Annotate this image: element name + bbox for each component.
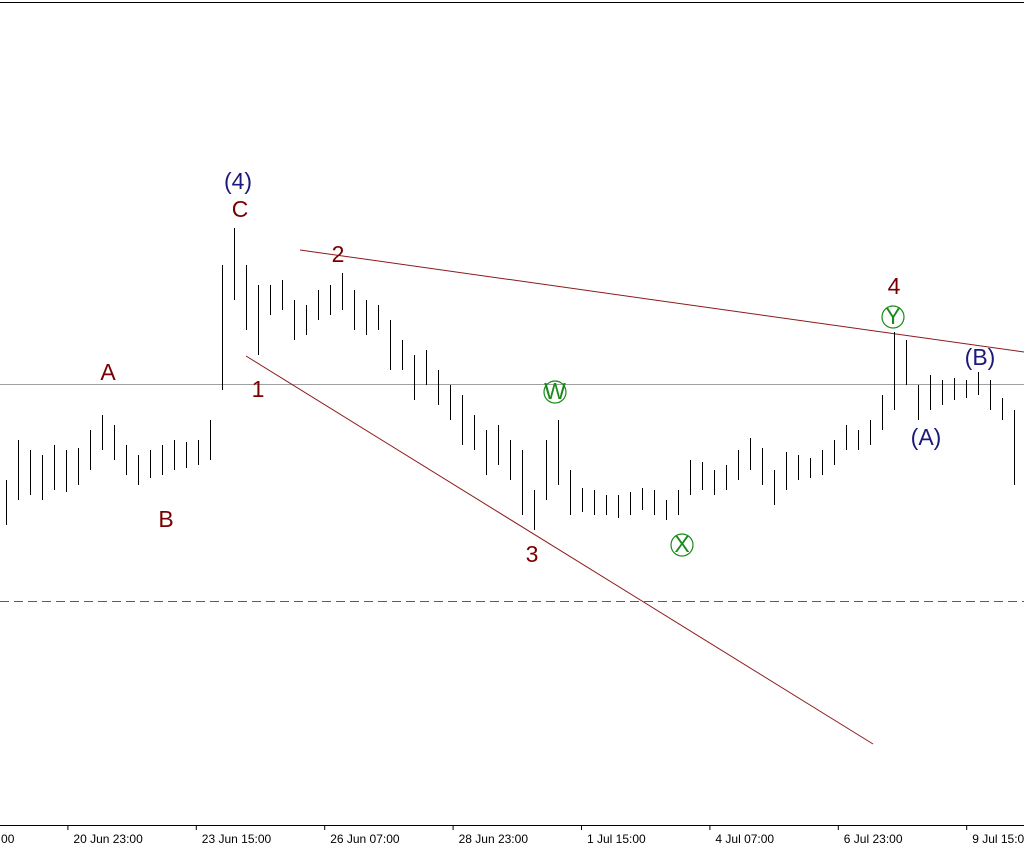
x-tick-label: 20 Jun 23:00: [73, 832, 143, 846]
wave-label: 2: [332, 241, 345, 267]
wave-circle: [881, 305, 905, 329]
wave-label: Y: [885, 303, 900, 329]
x-tick-label: 18 Jun 07:00: [0, 832, 15, 846]
wave-label: (A): [911, 424, 942, 450]
wave-circle: [543, 380, 567, 404]
lower-trendline: [245, 355, 874, 745]
upper-trendline: [299, 249, 1024, 353]
wave-label: W: [544, 378, 566, 404]
x-tick-label: 28 Jun 23:00: [459, 832, 529, 846]
x-tick-label: 23 Jun 15:00: [202, 832, 272, 846]
x-tick-label: 6 Jul 23:00: [844, 832, 903, 846]
wave-label: 4: [888, 273, 901, 299]
x-tick-label: 26 Jun 07:00: [330, 832, 400, 846]
wave-label: A: [100, 359, 116, 385]
x-axis-labels: 18 Jun 07:00 20 Jun 23:00 23 Jun 15:00 26 J…: [0, 825, 1024, 846]
wave-labels: (4)C A B 1 2 3 W X 4 Y (B) (A): [100, 168, 995, 567]
wave-label: 3: [526, 541, 539, 567]
wave-label: 1: [252, 376, 265, 402]
wave-circle: [670, 533, 694, 557]
wave-label: X: [674, 531, 689, 557]
price-bars: [6, 228, 1015, 530]
wave-label: (4): [224, 168, 252, 194]
wave-label: B: [158, 506, 173, 532]
x-tick-label: 9 Jul 15:00: [972, 832, 1024, 846]
wave-label: C: [232, 196, 249, 222]
x-tick-label: 4 Jul 07:00: [715, 832, 774, 846]
x-tick-label: 1 Jul 15:00: [587, 832, 646, 846]
wave-label: (B): [965, 344, 996, 370]
